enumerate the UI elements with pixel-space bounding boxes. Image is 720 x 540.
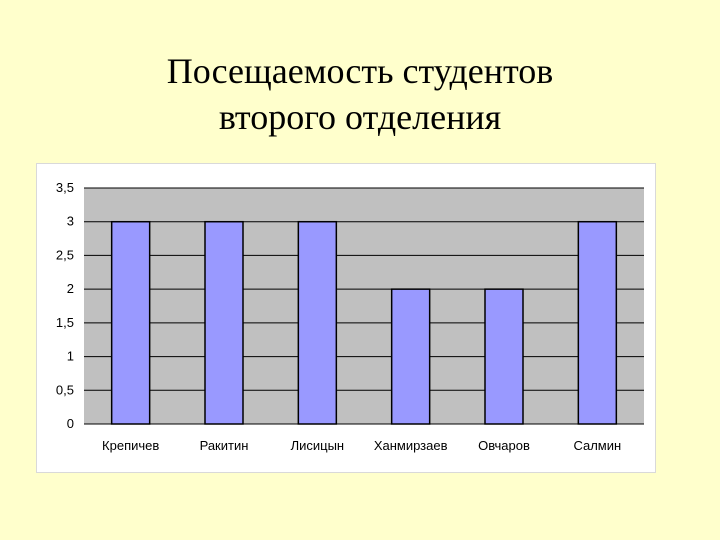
bar (110, 220, 151, 425)
x-tick-label: Крепичев (102, 438, 159, 453)
bar (484, 288, 524, 425)
plot-area (84, 188, 644, 424)
y-tick-label: 2,5 (56, 247, 74, 262)
y-tick-label: 0 (67, 416, 74, 431)
x-tick-label: Ханмирзаев (374, 438, 448, 453)
y-tick-label: 2 (67, 281, 74, 296)
y-tick-label: 0,5 (56, 382, 74, 397)
x-tick-label: Овчаров (478, 438, 530, 453)
slide-title-line-1: Посещаемость студентов (166, 51, 554, 91)
y-tick-label: 3 (67, 214, 74, 229)
y-axis-ticks: 0 0,5 1 1,5 2 2,5 3 3,5 (56, 180, 74, 431)
bars (110, 220, 618, 425)
bar (297, 220, 338, 425)
x-tick-label: Лисицын (291, 438, 345, 453)
bar (390, 288, 431, 425)
y-tick-label: 1 (67, 349, 74, 364)
bar (577, 220, 618, 425)
x-tick-label: Ракитин (200, 438, 249, 453)
chart-container: 0 0,5 1 1,5 2 2,5 3 3,5 Крепичев Ракитин Лисицын Х… (36, 163, 656, 473)
bar (204, 220, 244, 425)
slide-title-line-2: второго отделения (218, 97, 502, 137)
bar-chart: 0 0,5 1 1,5 2 2,5 3 3,5 Крепичев Ракитин Лисицын Х… (56, 180, 644, 453)
y-tick-label: 1,5 (56, 315, 74, 330)
x-tick-label: Салмин (573, 438, 621, 453)
gridlines (84, 187, 644, 425)
slide-title: Посещаемость студентов второго отделения (0, 48, 720, 140)
y-tick-label: 3,5 (56, 180, 74, 195)
x-axis-ticks: Крепичев Ракитин Лисицын Ханмирзаев Овчаров С… (102, 438, 621, 453)
